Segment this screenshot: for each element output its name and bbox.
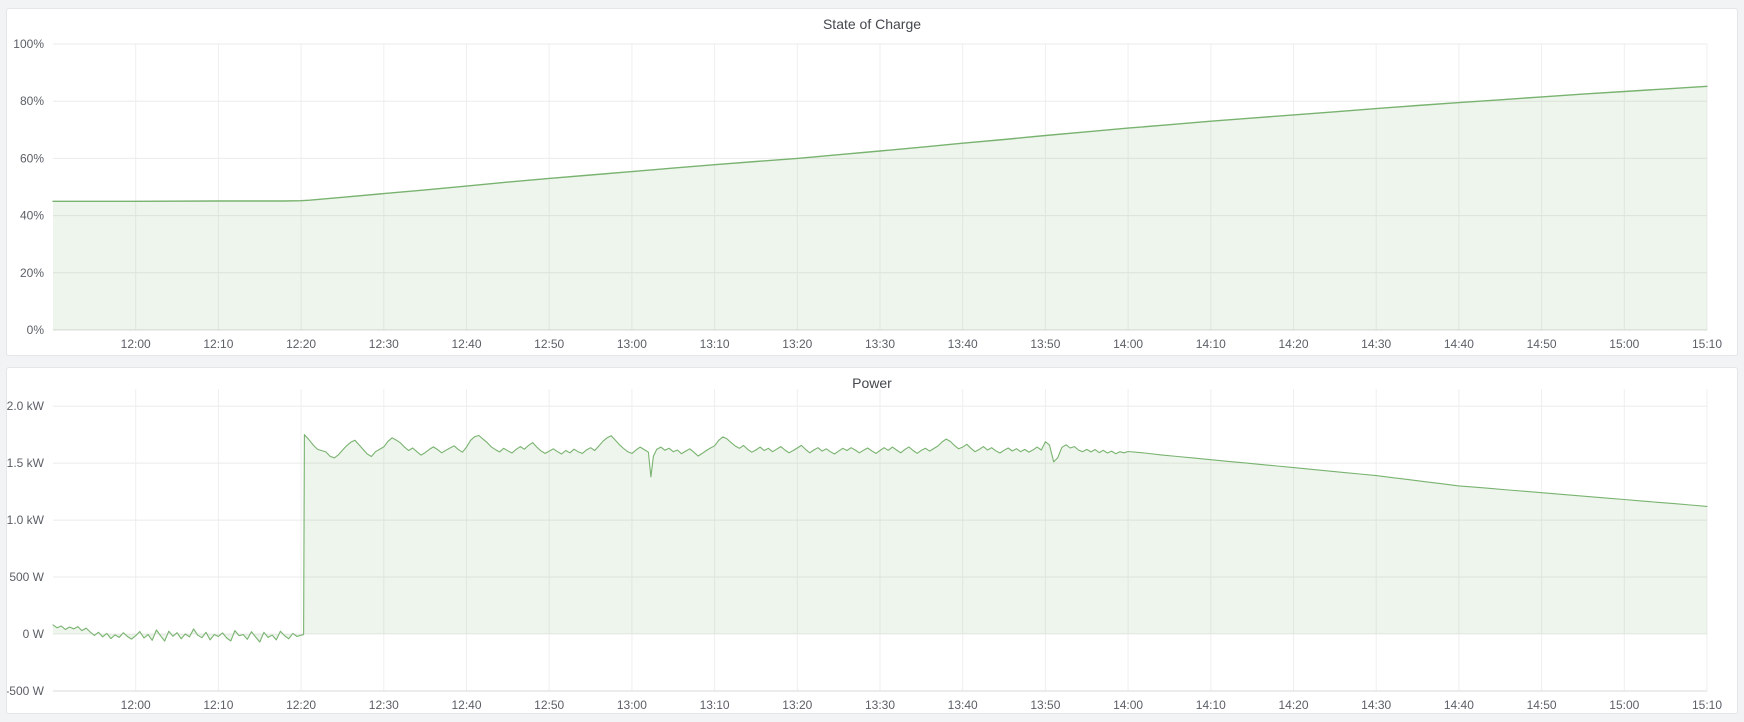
svg-text:14:10: 14:10: [1196, 698, 1226, 712]
svg-text:13:10: 13:10: [700, 698, 730, 712]
svg-text:13:50: 13:50: [1030, 698, 1060, 712]
svg-text:12:00: 12:00: [121, 337, 151, 351]
svg-text:60%: 60%: [20, 151, 44, 165]
svg-text:14:00: 14:00: [1113, 337, 1143, 351]
svg-text:13:50: 13:50: [1030, 337, 1060, 351]
svg-text:15:00: 15:00: [1609, 698, 1639, 712]
svg-text:12:10: 12:10: [203, 698, 233, 712]
svg-text:15:00: 15:00: [1609, 337, 1639, 351]
panel-power: Power 12:00 12:10 12:20 12:30 12:40 12:50 13:0…: [6, 367, 1738, 714]
svg-text:14:50: 14:50: [1527, 698, 1557, 712]
svg-text:13:10: 13:10: [700, 337, 730, 351]
svg-text:14:20: 14:20: [1278, 698, 1308, 712]
svg-text:2.0 kW: 2.0 kW: [7, 399, 45, 413]
svg-text:15:10: 15:10: [1692, 337, 1722, 351]
svg-text:14:30: 14:30: [1361, 337, 1391, 351]
svg-text:12:30: 12:30: [369, 698, 399, 712]
svg-text:13:30: 13:30: [865, 337, 895, 351]
svg-text:1.0 kW: 1.0 kW: [7, 513, 45, 527]
svg-text:12:10: 12:10: [203, 337, 233, 351]
svg-text:14:50: 14:50: [1527, 337, 1557, 351]
svg-text:12:30: 12:30: [369, 337, 399, 351]
svg-text:12:20: 12:20: [286, 337, 316, 351]
svg-text:15:10: 15:10: [1692, 698, 1722, 712]
panel-state-of-charge: State of Charge 12:00 12:10 12:20 12:30 12:4…: [6, 8, 1738, 356]
power-chart[interactable]: 12:00 12:10 12:20 12:30 12:40 12:50 13:00 13:10…: [7, 368, 1737, 713]
svg-text:100%: 100%: [13, 37, 44, 51]
svg-text:12:50: 12:50: [534, 337, 564, 351]
panel-title-power[interactable]: Power: [852, 375, 892, 391]
panel-title-state-of-charge[interactable]: State of Charge: [822, 16, 922, 32]
svg-text:0%: 0%: [27, 323, 45, 337]
svg-text:-500 W: -500 W: [7, 684, 45, 698]
svg-text:12:40: 12:40: [451, 337, 481, 351]
svg-text:14:10: 14:10: [1196, 337, 1226, 351]
svg-text:80%: 80%: [20, 94, 44, 108]
svg-text:13:20: 13:20: [782, 337, 812, 351]
svg-text:1.5 kW: 1.5 kW: [7, 456, 45, 470]
svg-text:13:40: 13:40: [948, 337, 978, 351]
svg-text:12:50: 12:50: [534, 698, 564, 712]
svg-text:12:00: 12:00: [121, 698, 151, 712]
svg-text:14:20: 14:20: [1278, 337, 1308, 351]
svg-text:500 W: 500 W: [9, 570, 44, 584]
svg-text:40%: 40%: [20, 209, 44, 223]
state-of-charge-chart[interactable]: 12:00 12:10 12:20 12:30 12:40 12:50 13:00 13:10…: [7, 9, 1737, 355]
svg-text:12:20: 12:20: [286, 698, 316, 712]
svg-text:0 W: 0 W: [23, 627, 45, 641]
svg-text:13:40: 13:40: [948, 698, 978, 712]
svg-text:20%: 20%: [20, 266, 44, 280]
svg-text:14:30: 14:30: [1361, 698, 1391, 712]
svg-text:13:00: 13:00: [617, 337, 647, 351]
svg-text:13:30: 13:30: [865, 698, 895, 712]
svg-text:14:40: 14:40: [1444, 698, 1474, 712]
svg-text:14:40: 14:40: [1444, 337, 1474, 351]
svg-text:12:40: 12:40: [451, 698, 481, 712]
svg-text:13:20: 13:20: [782, 698, 812, 712]
svg-text:14:00: 14:00: [1113, 698, 1143, 712]
svg-text:13:00: 13:00: [617, 698, 647, 712]
